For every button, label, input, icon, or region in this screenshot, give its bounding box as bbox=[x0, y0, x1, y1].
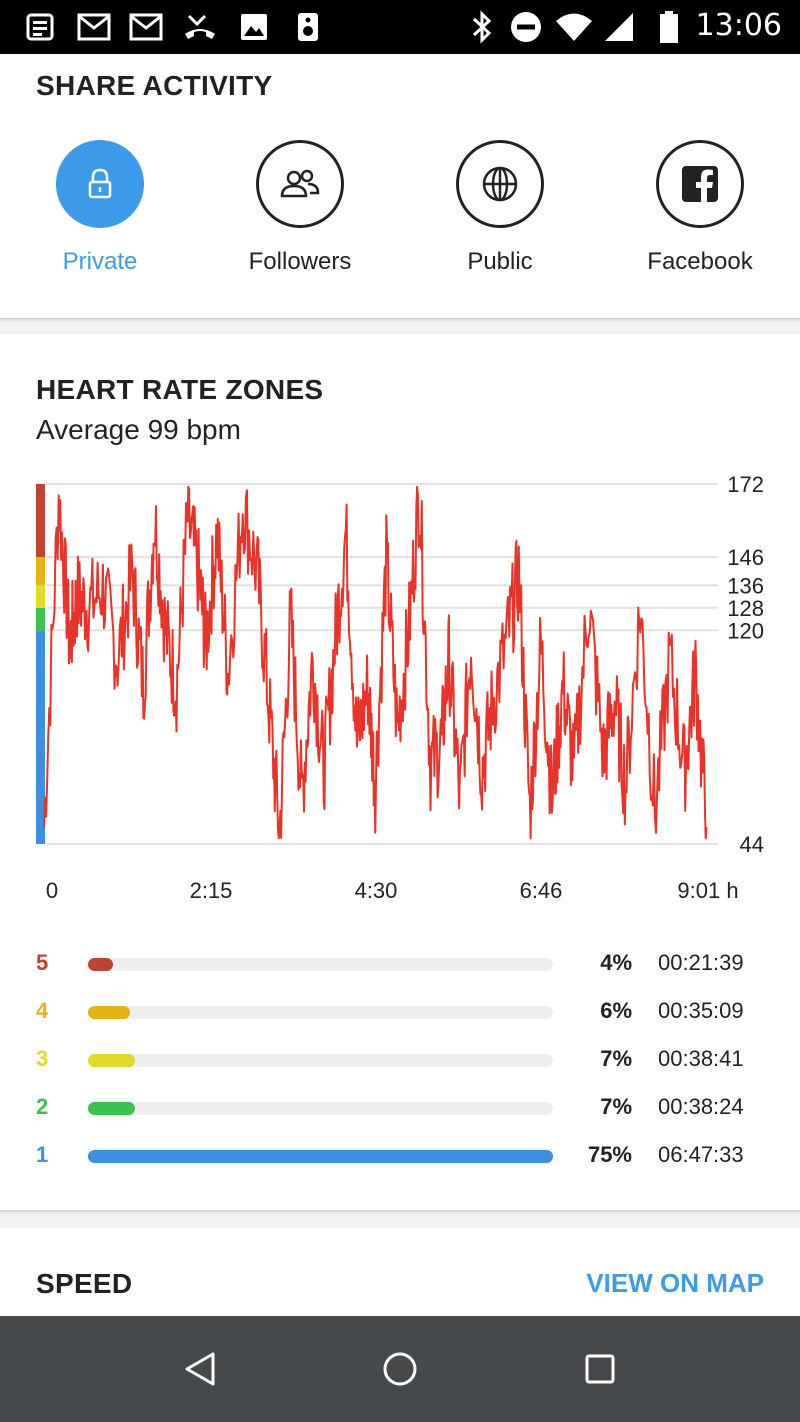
zone-bar-track bbox=[88, 1102, 553, 1115]
x-tick-label: 9:01 h bbox=[677, 878, 738, 903]
zone-duration: 06:47:33 bbox=[658, 1142, 744, 1167]
zone-strip-segment bbox=[36, 557, 45, 586]
share-option-public[interactable]: Public bbox=[400, 140, 600, 276]
status-bar: 13:06 bbox=[0, 0, 800, 54]
wifi-icon bbox=[554, 9, 594, 45]
recents-icon[interactable] bbox=[570, 1346, 630, 1392]
do-not-disturb-icon bbox=[508, 9, 544, 45]
globe-icon bbox=[456, 140, 544, 228]
zone-bar-fill bbox=[88, 1102, 135, 1115]
gmail-icon bbox=[76, 9, 112, 45]
zone-strip-segment bbox=[36, 607, 45, 631]
x-tick-label: 0 bbox=[46, 878, 58, 903]
lock-icon bbox=[56, 140, 144, 228]
zone-row: 4 6% 00:35:09 bbox=[0, 998, 800, 1028]
facebook-icon bbox=[656, 140, 744, 228]
bluetooth-icon bbox=[466, 9, 498, 45]
view-on-map-button[interactable]: VIEW ON MAP bbox=[586, 1268, 764, 1298]
zone-strip-segment bbox=[36, 630, 45, 844]
home-icon[interactable] bbox=[370, 1346, 430, 1392]
people-icon bbox=[256, 140, 344, 228]
zone-percent: 6% bbox=[600, 998, 632, 1023]
x-tick-label: 6:46 bbox=[520, 878, 563, 903]
speed-title: SPEED bbox=[36, 1268, 133, 1299]
heart-rate-chart: 172 146 136 128 120 44 0 2:15 4:30 6:46 9:01 h bbox=[0, 464, 800, 904]
zone-bar-track bbox=[88, 958, 553, 971]
clock: 13:06 bbox=[695, 8, 782, 43]
zone-row: 2 7% 00:38:24 bbox=[0, 1094, 800, 1124]
zone-bar-track bbox=[88, 1054, 553, 1067]
zone-strip-segment bbox=[36, 484, 45, 558]
y-tick-label: 136 bbox=[727, 573, 764, 598]
zone-percent: 4% bbox=[600, 950, 632, 975]
zone-percent: 7% bbox=[600, 1094, 632, 1119]
y-tick-label: 128 bbox=[727, 596, 764, 621]
heart-rate-line bbox=[43, 485, 708, 840]
zone-row: 3 7% 00:38:41 bbox=[0, 1046, 800, 1076]
navigation-bar bbox=[0, 1316, 800, 1422]
zone-number: 3 bbox=[36, 1046, 49, 1071]
back-icon[interactable] bbox=[170, 1346, 230, 1392]
speaker-icon bbox=[290, 9, 326, 45]
average-heart-rate: Average 99 bpm bbox=[36, 414, 241, 445]
speed-card: SPEED VIEW ON MAP bbox=[0, 1228, 800, 1316]
x-tick-label: 4:30 bbox=[355, 878, 398, 903]
zone-bar-track bbox=[88, 1150, 553, 1163]
share-option-private[interactable]: Private bbox=[0, 140, 200, 276]
signal-icon bbox=[602, 9, 636, 45]
share-option-label: Facebook bbox=[647, 248, 753, 275]
heart-rate-zones-card: HEART RATE ZONES Average 99 bpm 172 146 13… bbox=[0, 334, 800, 1210]
heart-rate-zones-title: HEART RATE ZONES bbox=[36, 374, 324, 405]
zone-duration: 00:21:39 bbox=[658, 950, 744, 975]
zone-number: 4 bbox=[36, 998, 49, 1023]
share-option-facebook[interactable]: Facebook bbox=[600, 140, 800, 276]
y-tick-label: 44 bbox=[740, 832, 764, 857]
zone-number: 2 bbox=[36, 1094, 49, 1119]
zone-duration: 00:35:09 bbox=[658, 998, 744, 1023]
zone-row: 1 75% 06:47:33 bbox=[0, 1142, 800, 1172]
y-tick-label: 120 bbox=[727, 618, 764, 643]
share-option-label: Followers bbox=[248, 248, 352, 275]
zone-duration: 00:38:24 bbox=[658, 1094, 744, 1119]
zone-bar-fill bbox=[88, 1006, 130, 1019]
share-option-label: Public bbox=[467, 248, 533, 275]
battery-icon bbox=[656, 9, 682, 45]
y-tick-label: 146 bbox=[727, 545, 764, 570]
zone-strip-segment bbox=[36, 585, 45, 608]
share-activity-card: SHARE ACTIVITY Private Followers Public … bbox=[0, 54, 800, 318]
missed-call-icon bbox=[182, 9, 218, 45]
gmail-icon bbox=[128, 9, 164, 45]
share-activity-title: SHARE ACTIVITY bbox=[36, 70, 273, 101]
zone-row: 5 4% 00:21:39 bbox=[0, 950, 800, 980]
news-icon bbox=[22, 9, 58, 45]
zone-percent: 7% bbox=[600, 1046, 632, 1071]
y-tick-label: 172 bbox=[727, 472, 764, 497]
x-tick-label: 2:15 bbox=[190, 878, 233, 903]
share-option-followers[interactable]: Followers bbox=[200, 140, 400, 276]
zone-number: 5 bbox=[36, 950, 49, 975]
zone-percent: 75% bbox=[587, 1142, 632, 1167]
zone-bar-track bbox=[88, 1006, 553, 1019]
share-option-label: Private bbox=[62, 248, 138, 275]
zone-bar-fill bbox=[88, 1150, 553, 1163]
image-icon bbox=[236, 9, 272, 45]
zone-bar-fill bbox=[88, 958, 113, 971]
zone-bar-fill bbox=[88, 1054, 135, 1067]
zone-number: 1 bbox=[36, 1142, 49, 1167]
zone-duration: 00:38:41 bbox=[658, 1046, 744, 1071]
